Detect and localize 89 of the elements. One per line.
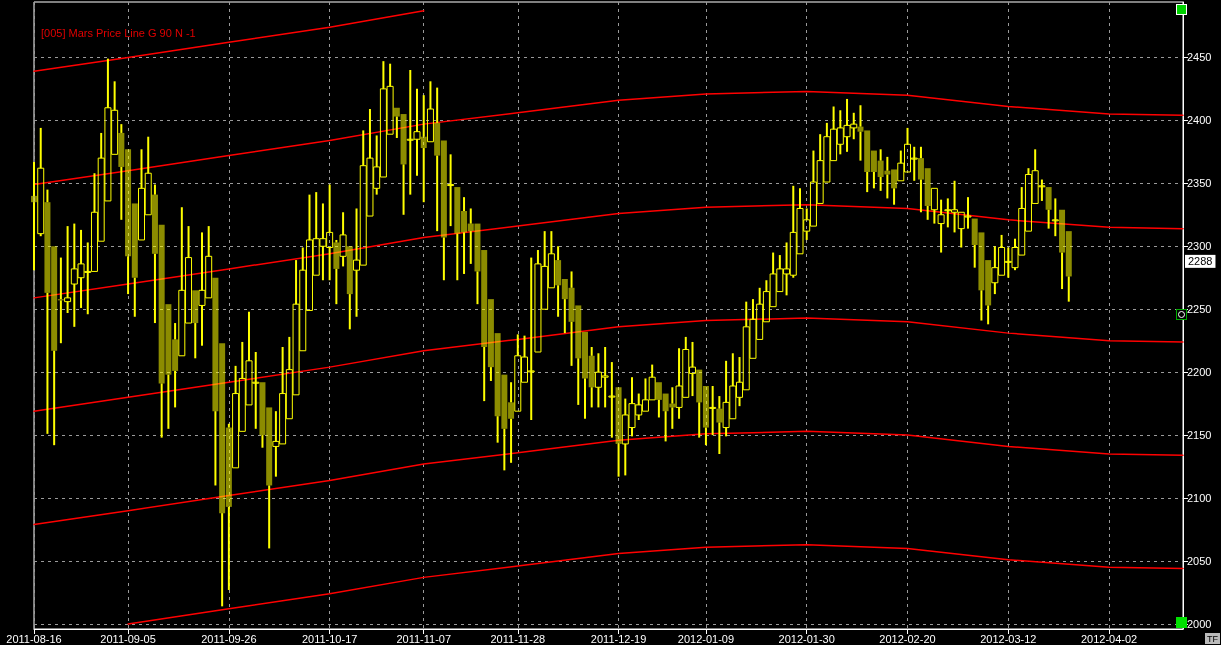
candlestick xyxy=(31,160,37,272)
candlestick xyxy=(1059,209,1066,291)
candlestick xyxy=(487,299,494,382)
y-tick-label: 2350 xyxy=(1187,177,1212,190)
candlestick xyxy=(440,140,447,282)
y-tick-label: 2400 xyxy=(1187,114,1212,127)
candlestick xyxy=(125,149,132,296)
y-tick-label: 2300 xyxy=(1187,240,1212,253)
candlestick xyxy=(494,333,501,444)
candlestick xyxy=(501,374,508,472)
candlestick xyxy=(588,345,595,409)
candlestick xyxy=(1051,197,1059,238)
x-tick-label: 2012-02-20 xyxy=(879,632,936,645)
text: TF xyxy=(1207,633,1219,644)
x-tick-label: 2011-10-17 xyxy=(301,632,358,645)
y-tick-label: 2200 xyxy=(1187,366,1212,379)
y-tick-label: 2000 xyxy=(1187,617,1212,630)
candlestick xyxy=(508,381,515,464)
line-series xyxy=(127,543,1184,625)
x-tick-label: 2011-11-07 xyxy=(396,632,452,645)
x-tick-label: 2011-11-28 xyxy=(490,632,546,645)
candlestick xyxy=(561,278,568,335)
candlestick xyxy=(420,94,427,204)
line-series xyxy=(33,317,1184,412)
line-series xyxy=(33,430,1184,526)
candlestick xyxy=(568,270,575,367)
candlestick xyxy=(339,211,347,268)
candlestick xyxy=(461,196,468,275)
x-tick-label: 2012-04-02 xyxy=(1080,632,1138,645)
candlestick xyxy=(575,305,582,406)
candlestick xyxy=(930,187,938,225)
candlestick xyxy=(51,246,58,447)
x-tick-label: 2011-12-19 xyxy=(590,632,647,645)
candlestick xyxy=(434,86,441,233)
candlestick xyxy=(118,123,125,221)
candlestick xyxy=(346,246,353,331)
x-tick-label: 2011-08-16 xyxy=(6,632,62,645)
y-tick-label: 2100 xyxy=(1187,492,1212,505)
candlestick xyxy=(857,104,864,162)
candlestick xyxy=(192,290,199,360)
text: [005] Mars Price Line G 90 N -1 xyxy=(41,26,196,39)
candlestick xyxy=(151,183,158,325)
candlestick xyxy=(447,153,455,228)
candlestick xyxy=(709,385,717,437)
candlestick xyxy=(225,422,232,591)
candlestick xyxy=(212,277,219,487)
candlestick xyxy=(924,168,931,221)
x-tick-label: 2011-09-26 xyxy=(201,632,257,645)
candlestick xyxy=(481,250,488,403)
candlestick xyxy=(266,407,273,550)
candlestick xyxy=(608,361,616,439)
candlestick xyxy=(259,382,266,449)
x-tick-label: 2011-09-05 xyxy=(100,632,156,645)
candlestick xyxy=(1045,187,1052,230)
candlestick xyxy=(864,130,871,194)
candlestick xyxy=(393,107,400,139)
candlestick xyxy=(615,387,622,478)
candlestick xyxy=(64,225,72,314)
line-series xyxy=(33,90,1184,186)
candlestick xyxy=(474,223,481,306)
candlestick xyxy=(971,218,978,269)
candlestick xyxy=(716,395,723,455)
candlestick xyxy=(985,260,992,326)
candlestick xyxy=(426,80,434,143)
candlestick xyxy=(655,382,662,419)
candlestick xyxy=(662,393,669,443)
candlestick xyxy=(172,322,179,409)
candlestick xyxy=(581,331,588,420)
candlestick xyxy=(467,207,474,265)
candlestick xyxy=(696,369,703,439)
candlestick xyxy=(877,148,884,192)
candlestick xyxy=(917,145,924,214)
line-series xyxy=(33,10,425,72)
y-tick-label: 2450 xyxy=(1187,51,1212,64)
y-tick-label: 2150 xyxy=(1187,429,1212,442)
y-tick-label: 2250 xyxy=(1187,303,1212,316)
y-tick-label: 2050 xyxy=(1187,555,1212,568)
x-tick-label: 2012-03-12 xyxy=(980,632,1037,645)
candlestick xyxy=(1065,231,1072,303)
line-series xyxy=(33,203,1184,299)
candlestick xyxy=(44,188,51,435)
candlestick xyxy=(158,224,165,439)
candlestick xyxy=(870,150,877,190)
candlestick xyxy=(937,198,945,254)
x-tick-label: 2012-01-30 xyxy=(778,632,835,645)
x-tick-label: 2012-01-09 xyxy=(677,632,735,645)
candlestick xyxy=(555,245,562,318)
annotation: 2288 xyxy=(1188,255,1213,268)
candlestick xyxy=(219,343,226,608)
